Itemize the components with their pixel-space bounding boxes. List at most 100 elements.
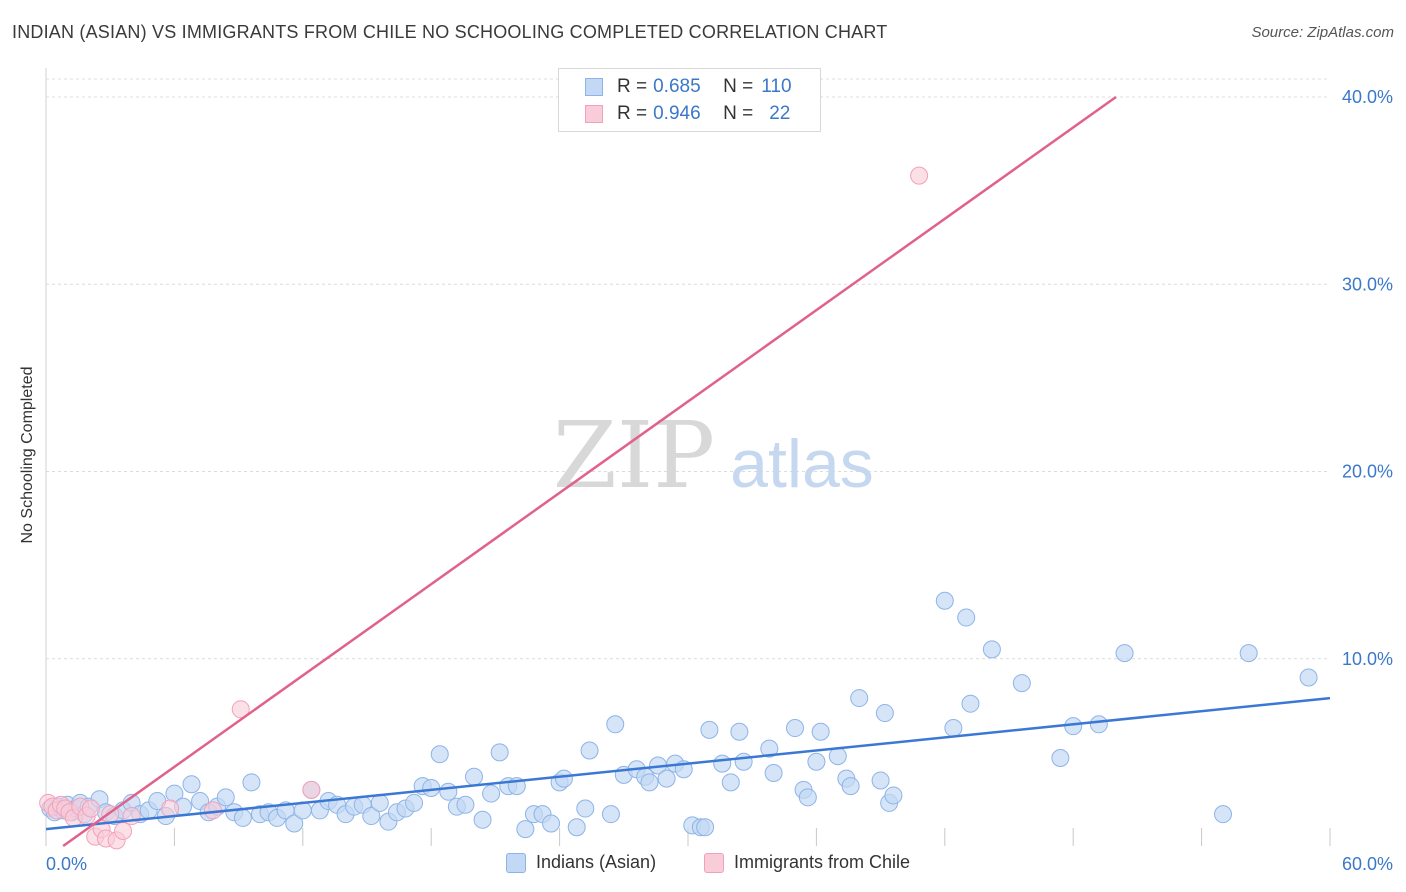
trend-line-chile	[62, 95, 1117, 848]
y-tick-label: 10.0%	[1342, 649, 1393, 669]
data-point-indians	[362, 807, 381, 826]
data-point-indians	[439, 782, 458, 801]
data-point-indians	[841, 777, 860, 796]
data-point-indians	[465, 767, 483, 786]
data-point-indians	[554, 769, 573, 788]
watermark-zip: ZIP	[553, 402, 715, 509]
data-point-indians	[370, 793, 389, 812]
watermark-atlas: atlas	[730, 426, 874, 502]
x-tick-label-max: 60.0%	[1342, 854, 1393, 874]
data-point-indians	[871, 771, 890, 790]
legend-swatch-blue	[506, 852, 526, 873]
data-point-chile	[910, 166, 929, 185]
data-point-indians	[700, 720, 719, 739]
data-point-indians	[580, 741, 599, 760]
y-tick-label: 40.0%	[1342, 87, 1393, 107]
legend-swatch-pink	[585, 105, 603, 123]
data-point-indians	[657, 769, 676, 788]
data-point-indians	[696, 818, 715, 837]
data-point-indians	[640, 773, 659, 792]
legend-n-value: 22	[769, 103, 791, 124]
legend-swatch-blue	[585, 78, 603, 96]
chart-title: INDIAN (ASIAN) VS IMMIGRANTS FROM CHILE …	[12, 22, 888, 42]
y-tick-label: 30.0%	[1342, 274, 1393, 294]
legend-swatch-pink	[704, 852, 724, 873]
legend-r-label: R =	[617, 103, 648, 124]
trend-lines	[45, 95, 1331, 848]
data-point-indians	[601, 805, 620, 824]
data-point-indians	[576, 799, 595, 818]
legend-n-value: 110	[761, 76, 792, 97]
data-point-indians	[957, 608, 976, 627]
data-point-chile	[231, 700, 250, 719]
data-point-indians	[1299, 668, 1318, 687]
data-point-indians	[798, 788, 817, 807]
legend-r-value: 0.946	[653, 103, 701, 124]
data-point-indians	[850, 689, 869, 708]
legend-label-indians: Indians (Asian)	[536, 852, 657, 872]
source-label: Source: ZipAtlas.com	[1251, 24, 1394, 41]
data-point-indians	[875, 704, 894, 723]
data-point-indians	[713, 754, 732, 773]
data-point-indians	[730, 722, 749, 741]
legend-label-chile: Immigrants from Chile	[734, 852, 911, 872]
data-point-indians	[764, 763, 783, 782]
data-point-indians	[490, 743, 509, 762]
data-point-indians	[242, 773, 261, 792]
y-tick-label: 20.0%	[1342, 462, 1393, 482]
trend-line-indians	[45, 696, 1331, 831]
data-point-indians	[807, 752, 826, 771]
data-point-indians	[516, 820, 535, 839]
data-point-indians	[1089, 715, 1108, 734]
legend-n-label: N =	[723, 103, 754, 124]
data-point-indians	[430, 745, 449, 764]
legend-r-label: R =	[617, 76, 648, 97]
data-point-indians	[1115, 644, 1134, 663]
data-point-indians	[182, 775, 201, 794]
watermark: ZIP atlas	[553, 402, 874, 509]
data-point-indians	[216, 788, 235, 807]
data-point-indians	[456, 795, 475, 814]
data-point-indians	[422, 778, 441, 797]
data-point-indians	[1239, 644, 1258, 663]
x-tick-label-min: 0.0%	[46, 854, 87, 874]
data-point-chile	[302, 780, 321, 799]
data-point-indians	[811, 722, 830, 741]
correlation-legend: R = 0.685 N = 110 R = 0.946 N = 22	[558, 68, 821, 132]
data-point-indians	[473, 810, 492, 829]
legend-item-chile: Immigrants from Chile	[704, 852, 910, 873]
series-indians-asian-points	[41, 591, 1318, 839]
x-tick-labels: 0.0% 60.0%	[46, 854, 1393, 874]
data-point-indians	[482, 784, 501, 803]
legend-item-indians: Indians (Asian)	[506, 852, 656, 873]
data-point-indians	[606, 715, 625, 734]
legend-row-indians: R = 0.685 N = 110	[585, 75, 792, 99]
legend-row-chile: R = 0.946 N = 22	[585, 102, 790, 126]
data-point-indians	[982, 640, 1001, 659]
data-point-indians	[1214, 805, 1232, 824]
data-point-indians	[542, 814, 561, 833]
legend-n-label: N =	[723, 76, 754, 97]
data-point-chile	[114, 822, 133, 841]
data-point-indians	[1012, 674, 1031, 693]
data-point-chile	[81, 799, 100, 818]
data-point-indians	[944, 719, 963, 738]
series-immigrants-chile-points	[39, 166, 929, 850]
data-point-indians	[961, 694, 980, 713]
data-point-indians	[721, 773, 740, 792]
data-point-indians	[786, 719, 804, 738]
data-point-indians	[884, 786, 903, 805]
data-point-indians	[1064, 717, 1083, 736]
data-point-indians	[285, 814, 304, 833]
series-legend: Indians (Asian) Immigrants from Chile	[0, 852, 1406, 876]
data-point-indians	[935, 591, 954, 610]
data-point-chile	[161, 799, 180, 818]
data-point-indians	[405, 793, 424, 812]
legend-r-value: 0.685	[653, 76, 701, 97]
data-point-indians	[1051, 748, 1070, 767]
data-point-indians	[734, 752, 753, 771]
data-point-indians	[233, 808, 252, 827]
data-point-indians	[760, 739, 779, 758]
data-point-indians	[567, 818, 586, 837]
